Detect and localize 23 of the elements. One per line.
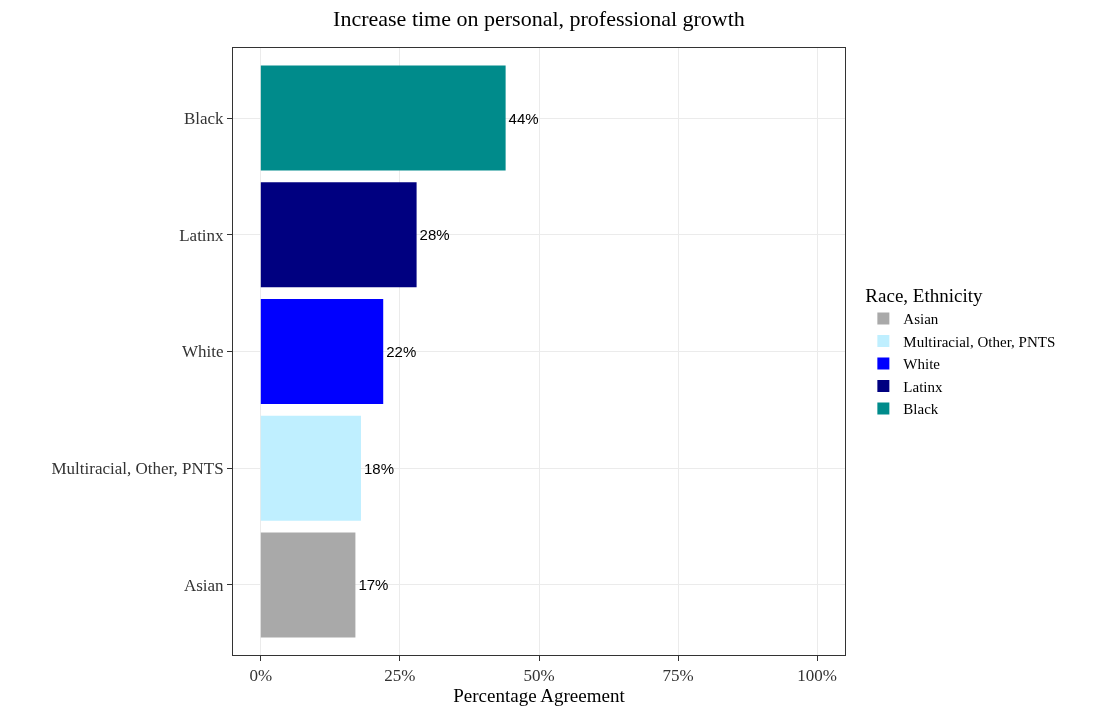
legend-title: Race, Ethnicity xyxy=(865,285,983,307)
x-tick-label: 75% xyxy=(662,666,694,686)
data-label: 17% xyxy=(358,576,389,594)
x-tick-label: 50% xyxy=(523,666,555,686)
legend-label: Latinx xyxy=(903,378,944,395)
x-tick-label: 100% xyxy=(797,666,838,686)
chart-title: Increase time on personal, professional growth xyxy=(333,6,745,32)
x-tick-label: 25% xyxy=(384,666,416,686)
legend-label: Asian xyxy=(903,311,939,328)
x-axis-title: Percentage Agreement xyxy=(453,685,626,707)
y-tick-label: Multiracial, Other, PNTS xyxy=(51,459,224,479)
y-tick-label: White xyxy=(182,342,224,362)
y-tick-label: Black xyxy=(183,108,225,128)
data-label: 44% xyxy=(508,109,539,127)
legend-label: Multiracial, Other, PNTS xyxy=(903,333,1056,350)
x-tick-label: 0% xyxy=(249,666,273,686)
legend-label: Black xyxy=(903,401,939,418)
data-label: 22% xyxy=(386,343,417,360)
y-tick-label: Latinx xyxy=(179,225,225,245)
data-label: 28% xyxy=(419,226,450,244)
legend-label: White xyxy=(903,356,941,373)
y-tick-label: Asian xyxy=(183,575,225,595)
data-label: 18% xyxy=(363,459,394,477)
